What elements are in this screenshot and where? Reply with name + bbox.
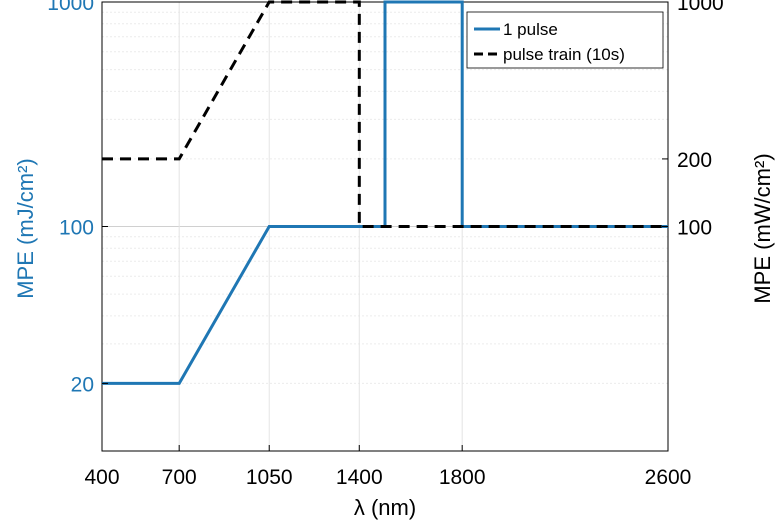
legend-label-1-pulse: 1 pulse bbox=[503, 20, 558, 39]
x-axis-label: λ (nm) bbox=[354, 495, 416, 520]
x-tick-label: 1050 bbox=[246, 466, 293, 489]
y-axis-left-label: MPE (mJ/cm²) bbox=[13, 158, 38, 299]
tick-labels: 400 700 1050 1400 1800 2600 20 100 1000 100 200 100… bbox=[47, 0, 723, 489]
y-left-tick-label: 100 bbox=[59, 217, 94, 240]
series-line-single-pulse bbox=[102, 0, 668, 385]
x-tick-label: 400 bbox=[84, 466, 119, 489]
y-left-tick-label: 1000 bbox=[47, 0, 94, 15]
y-axis-right-label: MPE (mW/cm²) bbox=[750, 153, 775, 303]
x-tick-label: 2600 bbox=[645, 466, 692, 489]
legend: 1 pulse pulse train (10s) bbox=[466, 11, 664, 69]
legend-box bbox=[466, 11, 664, 69]
series-lines bbox=[102, 0, 668, 385]
x-tick-label: 1400 bbox=[336, 466, 383, 489]
x-tick-label: 1800 bbox=[439, 466, 486, 489]
series-line-pulse-train bbox=[102, 0, 668, 228]
legend-label-pulse-train: pulse train (10s) bbox=[503, 45, 625, 64]
y-right-tick-label: 200 bbox=[677, 149, 712, 172]
y-right-tick-label: 100 bbox=[677, 217, 712, 240]
y-left-tick-label: 20 bbox=[71, 373, 94, 396]
x-tick-label: 700 bbox=[162, 466, 197, 489]
y-right-tick-label: 1000 bbox=[677, 0, 724, 15]
